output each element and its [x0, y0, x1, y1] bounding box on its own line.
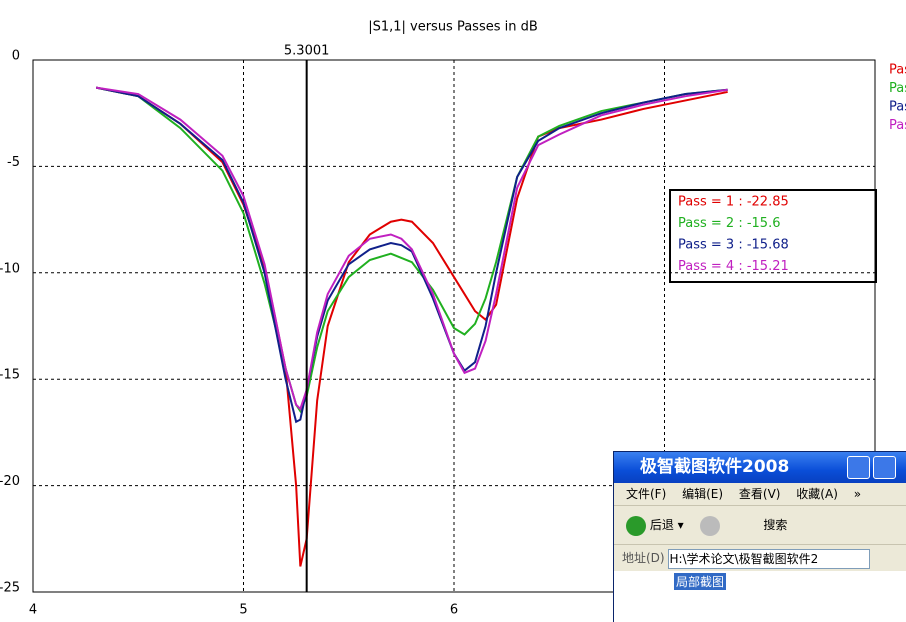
x-tick-label: 5	[239, 603, 247, 618]
chart-title: |S1,1| versus Passes in dB	[368, 20, 538, 35]
series-line	[95, 86, 728, 414]
marker-readout: Pass = 1 : -22.85	[678, 195, 789, 210]
menu-item[interactable]: 收藏(A)	[796, 487, 838, 501]
marker-readout: Pass = 3 : -15.68	[678, 238, 789, 253]
series-line	[96, 86, 728, 411]
back-icon[interactable]	[626, 515, 646, 536]
y-tick-label: -15	[0, 368, 20, 383]
app-window: 极智截图软件2008 文件(F) 编辑(E) 查看(V) 收藏(A) » 后退 …	[613, 451, 906, 622]
marker-label: 5.3001	[284, 44, 330, 59]
marker-readout: Pass = 4 : -15.21	[678, 259, 789, 274]
y-tick-label: 0	[12, 49, 20, 64]
menu-item[interactable]: »	[853, 487, 862, 501]
address-label: 地址(D)	[622, 551, 665, 565]
x-tick-label: 4	[29, 603, 37, 618]
back-button[interactable]: 后退	[649, 518, 674, 532]
legend-entry: Pass = 4	[889, 118, 906, 133]
y-tick-label: -20	[0, 474, 20, 489]
menu-item[interactable]: 查看(V)	[738, 487, 781, 501]
legend-entry: Pass = 2	[889, 81, 906, 96]
file-list: 局部截图	[614, 571, 906, 622]
y-tick-label: -25	[0, 581, 20, 596]
forward-icon[interactable]	[699, 515, 720, 536]
series-line	[95, 86, 728, 424]
file-item[interactable]: 局部截图	[674, 573, 727, 590]
y-tick-label: -5	[7, 155, 20, 170]
marker-readout: Pass = 2 : -15.6	[678, 216, 780, 231]
y-tick-label: -10	[0, 261, 20, 276]
minimize-button[interactable]	[847, 456, 870, 479]
window-title: 极智截图软件2008	[640, 457, 790, 477]
menu-item[interactable]: 文件(F)	[626, 487, 667, 501]
legend-entry: Pass = 1	[889, 63, 906, 78]
menu-item[interactable]: 编辑(E)	[682, 487, 724, 501]
address-bar: 地址(D) H:\学术论文\极智截图软件2	[614, 545, 906, 571]
toolbar: 后退 ▾ 搜索	[614, 506, 906, 545]
marker-box	[669, 189, 877, 283]
title-bar: 极智截图软件2008	[614, 452, 906, 483]
search-button[interactable]: 搜索	[763, 518, 788, 532]
x-tick-label: 6	[450, 603, 458, 618]
legend-entry: Pass = 3	[889, 100, 906, 115]
maximize-button[interactable]	[873, 456, 896, 479]
address-field[interactable]: H:\学术论文\极智截图软件2	[668, 548, 871, 569]
menu-bar: 文件(F) 编辑(E) 查看(V) 收藏(A) »	[614, 483, 906, 506]
